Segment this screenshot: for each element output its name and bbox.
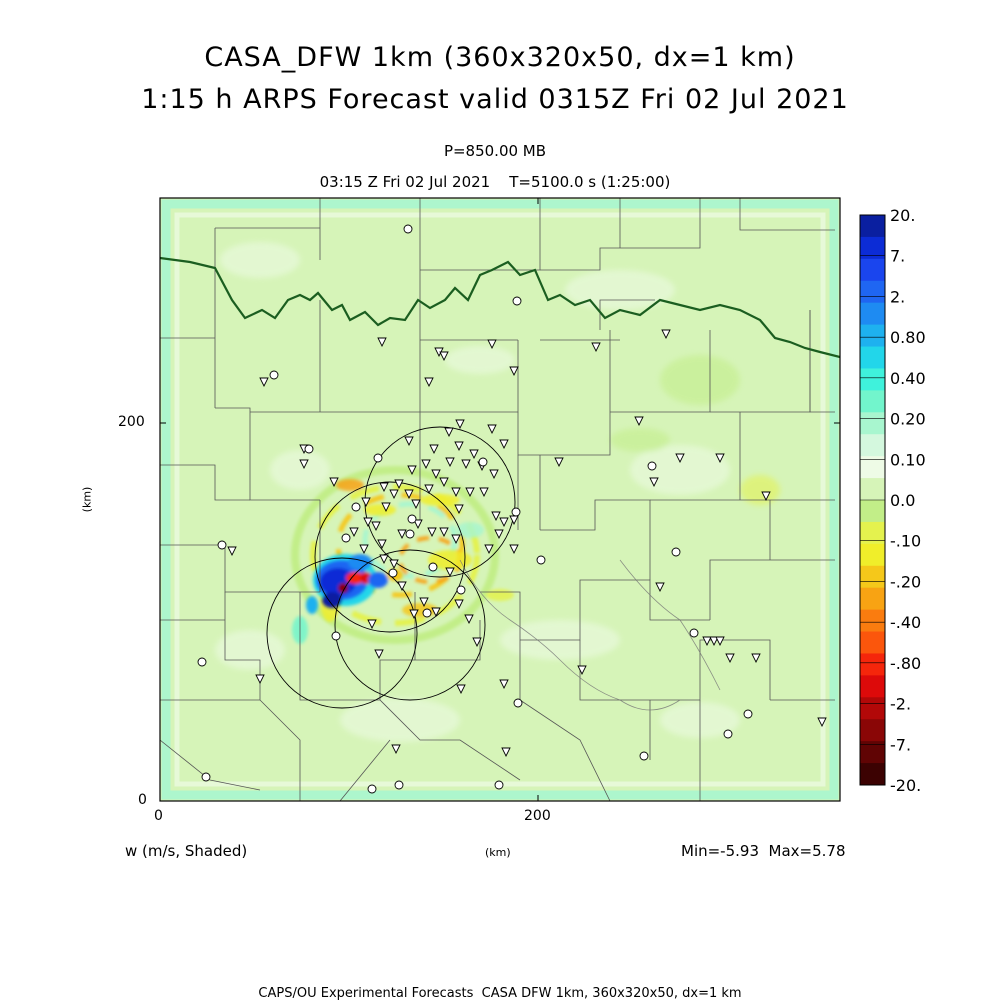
y-axis-tick-0: 0 — [138, 792, 147, 808]
colorbar-swatch — [860, 258, 885, 282]
colorbar-label: -.80 — [890, 654, 921, 673]
colorbar-swatch — [860, 719, 885, 742]
county-boundaries — [160, 198, 835, 801]
colorbar-label: -20. — [890, 776, 921, 795]
colorbar-swatch — [860, 609, 885, 633]
colorbar-swatch — [860, 478, 885, 501]
y-axis-tick-200: 200 — [118, 414, 145, 430]
colorbar-swatch — [860, 565, 885, 589]
colorbar-swatch — [860, 236, 885, 260]
colorbar-label: -.40 — [890, 613, 921, 632]
colorbar-swatch — [860, 697, 885, 720]
colorbar-swatch — [860, 543, 885, 567]
colorbar-labels: 20. 7. 2. 0.80 0.40 0.20 0.10 0.0 -.10 -.20 -.40 -.… — [890, 206, 926, 795]
colorbar-swatch — [860, 368, 885, 391]
y-axis-label: (km) — [80, 486, 94, 513]
colorbar-swatch — [860, 434, 885, 457]
colorbar-label: -7. — [890, 735, 911, 754]
colorbar-label: 7. — [890, 247, 905, 266]
x-axis-label: (km) — [485, 846, 511, 859]
colorbar-swatch — [860, 587, 885, 611]
colorbar-swatch — [860, 653, 885, 676]
colorbar-swatch — [860, 500, 885, 523]
colorbar-swatch — [860, 521, 885, 545]
colorbar-label: 0.10 — [890, 450, 926, 469]
colorbar-label: 2. — [890, 287, 905, 306]
colorbar-label: 0.80 — [890, 328, 926, 347]
colorbar-label: -.20 — [890, 572, 921, 591]
colorbar-swatch — [860, 302, 885, 326]
colorbar-swatch — [860, 763, 885, 786]
station-markers — [197, 224, 827, 794]
colorbar-swatch — [860, 456, 885, 479]
plot-frame — [159, 197, 841, 802]
colorbar-label: 0.0 — [890, 491, 915, 510]
colorbar-swatch — [860, 215, 885, 238]
valid-time-label: 03:15 Z Fri 02 Jul 2021 T=5100.0 s (1:25… — [319, 173, 671, 191]
field-label: w (m/s, Shaded) — [125, 842, 248, 860]
forecast-title: 1:15 h ARPS Forecast valid 0315Z Fri 02 … — [141, 84, 849, 115]
footer-credit: CAPS/OU Experimental Forecasts CASA DFW … — [258, 986, 742, 1001]
colorbar-swatch — [860, 412, 885, 435]
x-axis-tick-0: 0 — [154, 808, 163, 824]
map-title: CASA_DFW 1km (360x320x50, dx=1 km) — [204, 42, 796, 73]
colorbar-swatch — [860, 631, 885, 654]
colorbar-swatch — [860, 280, 885, 304]
colorbar — [859, 214, 886, 786]
colorbar-swatch — [860, 324, 885, 348]
min-max-label: Min=-5.93 Max=5.78 — [681, 842, 846, 860]
x-axis-tick-200: 200 — [524, 808, 551, 824]
vertical-velocity-field — [160, 198, 840, 801]
colorbar-label: -2. — [890, 695, 911, 714]
colorbar-swatch — [860, 346, 885, 369]
state-border — [160, 256, 840, 359]
colorbar-label: 0.20 — [890, 410, 926, 429]
pressure-level-label: P=850.00 MB — [443, 142, 547, 160]
colorbar-label: 20. — [890, 206, 915, 225]
colorbar-swatch — [860, 675, 885, 698]
colorbar-swatch — [860, 741, 885, 764]
colorbar-label: 0.40 — [890, 369, 926, 388]
colorbar-swatch — [860, 390, 885, 413]
colorbar-label: -.10 — [890, 532, 921, 551]
